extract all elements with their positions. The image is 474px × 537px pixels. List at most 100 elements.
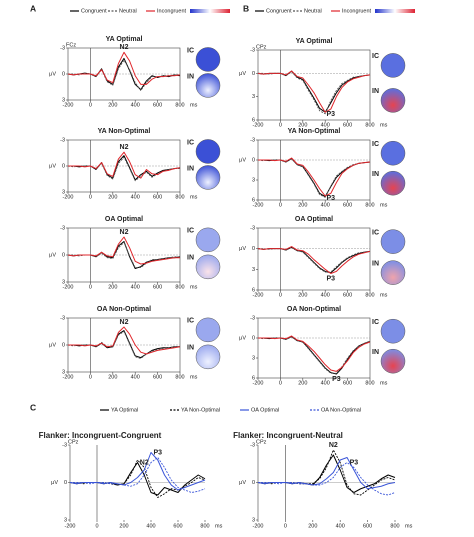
x-tick-label: 0 xyxy=(89,194,92,200)
chart-title: YA Non-Optimal xyxy=(98,128,151,135)
x-tick-label: 200 xyxy=(108,194,117,200)
y-axis-label: μV xyxy=(51,480,58,486)
y-tick-label: 3 xyxy=(252,355,255,361)
annotation: P3 xyxy=(332,376,341,383)
chart-title: Flanker: Incongruent-Congruent xyxy=(39,431,162,440)
y-tick-label: -3 xyxy=(250,315,255,321)
x-tick-label: 600 xyxy=(153,194,162,200)
waveform xyxy=(68,59,180,91)
x-tick-label: 600 xyxy=(343,292,352,298)
chart-title: OA Optimal xyxy=(295,216,333,223)
colorbar xyxy=(375,9,415,13)
topomap xyxy=(195,73,221,98)
waveform xyxy=(67,331,180,359)
topo-label: IC xyxy=(187,47,194,54)
x-tick-label: 600 xyxy=(363,523,372,529)
x-tick-label: -200 xyxy=(252,292,263,298)
panel-label: C xyxy=(30,402,36,412)
topo-label: IC xyxy=(372,319,379,326)
x-tick-label: 0 xyxy=(89,374,92,380)
y-tick-label: -3 xyxy=(250,442,255,448)
x-axis-label: ms xyxy=(190,374,198,380)
x-tick-label: 0 xyxy=(284,523,287,529)
y-tick-label: -3 xyxy=(250,225,255,231)
x-axis-label: ms xyxy=(215,523,223,529)
x-tick-label: 200 xyxy=(108,374,117,380)
annotation: N2 xyxy=(120,44,129,51)
topomap xyxy=(195,317,221,343)
x-tick-label: 0 xyxy=(95,523,98,529)
x-tick-label: 800 xyxy=(365,202,374,208)
x-axis-label: ms xyxy=(380,202,388,208)
x-tick-label: 400 xyxy=(321,122,330,128)
y-axis-label: μV xyxy=(49,71,56,77)
x-tick-label: 200 xyxy=(298,292,307,298)
waveform xyxy=(258,157,371,197)
colorbar xyxy=(190,9,230,13)
legend-label: YA Non-Optimal xyxy=(181,407,220,413)
y-axis-label: μV xyxy=(49,252,56,258)
topomap xyxy=(195,165,221,190)
y-tick-label: 0 xyxy=(62,252,65,258)
x-tick-label: 600 xyxy=(173,523,182,529)
waveform xyxy=(257,246,371,274)
topomap xyxy=(380,348,406,374)
channel-label: CPz xyxy=(256,439,267,445)
topomap xyxy=(195,254,221,280)
x-axis-label: ms xyxy=(190,284,198,290)
y-tick-label: 3 xyxy=(62,97,65,103)
topo-label: IN xyxy=(372,260,379,267)
x-tick-label: 400 xyxy=(321,380,330,386)
channel-label: FCz xyxy=(66,42,76,48)
x-tick-label: 600 xyxy=(343,122,352,128)
topo-label: IC xyxy=(372,53,379,60)
y-axis-label: μV xyxy=(239,480,246,486)
x-tick-label: -200 xyxy=(62,374,73,380)
topo-label: IN xyxy=(187,345,194,352)
x-tick-label: 0 xyxy=(279,380,282,386)
annotation: N2 xyxy=(120,319,129,326)
topomap xyxy=(380,260,406,285)
annotation: P3 xyxy=(327,111,336,118)
panel-label: A xyxy=(30,3,36,13)
waveform xyxy=(258,246,371,273)
x-tick-label: -200 xyxy=(252,523,263,529)
legend-label: Incongruent xyxy=(157,8,187,14)
plot-frame xyxy=(257,139,371,201)
x-tick-label: 200 xyxy=(298,202,307,208)
chart-title: YA Non-Optimal xyxy=(288,128,341,135)
waveform xyxy=(69,452,206,491)
topomap xyxy=(195,47,221,72)
y-tick-label: 0 xyxy=(252,335,255,341)
x-tick-label: -200 xyxy=(64,523,75,529)
x-tick-label: 400 xyxy=(336,523,345,529)
x-tick-label: 600 xyxy=(343,380,352,386)
waveform xyxy=(258,462,396,496)
y-tick-label: 6 xyxy=(252,117,255,123)
topo-label: IN xyxy=(372,88,379,95)
x-tick-label: 200 xyxy=(298,122,307,128)
y-tick-label: 0 xyxy=(64,480,67,486)
topomap xyxy=(380,170,406,196)
topomap xyxy=(380,53,406,78)
x-tick-label: 200 xyxy=(298,380,307,386)
y-axis-label: μV xyxy=(49,163,56,169)
y-tick-label: 0 xyxy=(62,163,65,169)
x-tick-label: 0 xyxy=(89,284,92,290)
y-tick-label: 0 xyxy=(252,157,255,163)
x-tick-label: 600 xyxy=(153,284,162,290)
y-tick-label: 3 xyxy=(252,517,255,523)
legend-label: Incongruent xyxy=(342,8,372,14)
plot-frame xyxy=(257,49,371,121)
x-tick-label: 200 xyxy=(119,523,128,529)
x-tick-label: 800 xyxy=(365,292,374,298)
legend-label: OA Non-Optimal xyxy=(321,407,361,413)
x-tick-label: -200 xyxy=(252,202,263,208)
y-tick-label: 3 xyxy=(62,279,65,285)
x-tick-label: 400 xyxy=(321,202,330,208)
y-tick-label: -3 xyxy=(60,315,65,321)
x-tick-label: 0 xyxy=(279,122,282,128)
legend-label: Congruent xyxy=(266,8,292,14)
y-tick-label: 3 xyxy=(252,177,255,183)
